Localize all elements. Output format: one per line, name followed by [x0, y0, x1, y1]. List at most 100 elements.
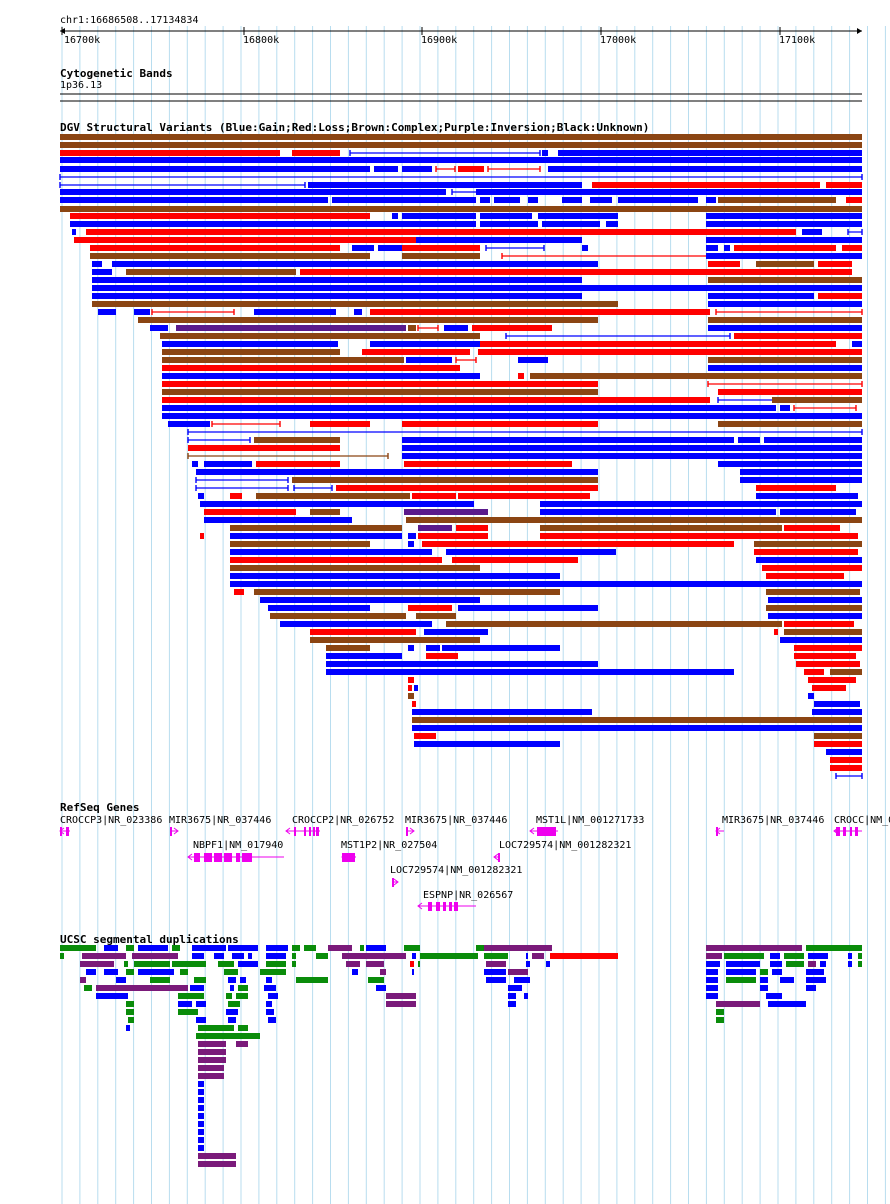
dgv-variant[interactable] — [830, 669, 862, 675]
dgv-variant[interactable] — [494, 197, 520, 203]
dgv-variant[interactable] — [90, 253, 370, 259]
segdup-feature[interactable] — [226, 1009, 238, 1015]
dgv-variant[interactable] — [354, 309, 362, 315]
dgv-variant[interactable] — [370, 309, 710, 315]
dgv-variant[interactable] — [402, 166, 432, 172]
dgv-variant[interactable] — [740, 469, 862, 475]
dgv-variant[interactable] — [162, 373, 480, 379]
segdup-feature[interactable] — [268, 1017, 276, 1023]
dgv-variant[interactable] — [480, 221, 538, 227]
dgv-variant[interactable] — [402, 437, 734, 443]
dgv-variant[interactable] — [804, 669, 824, 675]
dgv-variant[interactable] — [618, 197, 698, 203]
segdup-feature[interactable] — [706, 993, 718, 999]
dgv-variant[interactable] — [708, 365, 862, 371]
dgv-variant[interactable] — [754, 541, 862, 547]
segdup-feature[interactable] — [292, 961, 296, 967]
segdup-feature[interactable] — [716, 1001, 760, 1007]
dgv-variant[interactable] — [408, 645, 414, 651]
segdup-feature[interactable] — [96, 985, 188, 991]
dgv-variant[interactable] — [784, 525, 840, 531]
segdup-feature[interactable] — [376, 985, 386, 991]
segdup-feature[interactable] — [126, 969, 134, 975]
segdup-feature[interactable] — [248, 953, 252, 959]
dgv-variant[interactable] — [542, 221, 600, 227]
dgv-variant[interactable] — [310, 421, 370, 427]
dgv-variant[interactable] — [162, 397, 710, 403]
dgv-variant[interactable] — [414, 741, 560, 747]
segdup-feature[interactable] — [266, 1001, 272, 1007]
dgv-variant[interactable] — [548, 166, 862, 172]
dgv-variant[interactable] — [772, 397, 862, 403]
segdup-feature[interactable] — [60, 945, 96, 951]
dgv-variant[interactable] — [160, 333, 480, 339]
dgv-variant[interactable] — [426, 645, 440, 651]
segdup-feature[interactable] — [820, 961, 826, 967]
segdup-feature[interactable] — [768, 1001, 806, 1007]
segdup-feature[interactable] — [238, 1025, 248, 1031]
dgv-variant[interactable] — [230, 541, 370, 547]
dgv-variant[interactable] — [60, 166, 370, 172]
segdup-feature[interactable] — [268, 993, 278, 999]
dgv-variant[interactable] — [230, 525, 402, 531]
segdup-feature[interactable] — [848, 961, 852, 967]
segdup-feature[interactable] — [198, 1025, 234, 1031]
dgv-variant[interactable] — [326, 645, 370, 651]
dgv-variant[interactable] — [756, 485, 836, 491]
dgv-variant[interactable] — [230, 557, 442, 563]
dgv-variant[interactable] — [204, 517, 352, 523]
dgv-variant[interactable] — [332, 197, 476, 203]
dgv-variant[interactable] — [530, 373, 862, 379]
dgv-variant[interactable] — [60, 197, 328, 203]
dgv-variant[interactable] — [402, 445, 862, 451]
segdup-feature[interactable] — [546, 961, 550, 967]
dgv-variant[interactable] — [416, 237, 582, 243]
dgv-variant[interactable] — [842, 245, 862, 251]
segdup-feature[interactable] — [198, 1161, 236, 1167]
dgv-variant[interactable] — [458, 166, 484, 172]
segdup-feature[interactable] — [134, 961, 170, 967]
segdup-feature[interactable] — [770, 953, 780, 959]
dgv-variant[interactable] — [362, 349, 470, 355]
dgv-variant[interactable] — [558, 150, 862, 156]
dgv-variant[interactable] — [230, 533, 402, 539]
dgv-variant[interactable] — [754, 549, 858, 555]
segdup-feature[interactable] — [84, 985, 92, 991]
segdup-feature[interactable] — [124, 961, 128, 967]
segdup-feature[interactable] — [304, 945, 316, 951]
segdup-feature[interactable] — [486, 977, 506, 983]
dgv-variant[interactable] — [478, 349, 862, 355]
segdup-feature[interactable] — [328, 945, 352, 951]
dgv-variant[interactable] — [162, 357, 404, 363]
dgv-variant[interactable] — [200, 501, 474, 507]
segdup-feature[interactable] — [706, 953, 722, 959]
dgv-variant[interactable] — [138, 317, 598, 323]
dgv-variant[interactable] — [814, 733, 862, 739]
dgv-variant[interactable] — [374, 166, 398, 172]
dgv-variant[interactable] — [452, 557, 578, 563]
dgv-variant[interactable] — [392, 213, 398, 219]
dgv-variant[interactable] — [404, 509, 488, 515]
segdup-feature[interactable] — [198, 1105, 204, 1111]
segdup-feature[interactable] — [266, 953, 286, 959]
dgv-variant[interactable] — [768, 613, 862, 619]
segdup-feature[interactable] — [198, 1081, 204, 1087]
dgv-variant[interactable] — [480, 197, 490, 203]
segdup-feature[interactable] — [726, 961, 760, 967]
gene-label[interactable]: MIR3675|NR_037446 — [722, 815, 825, 826]
dgv-variant[interactable] — [308, 182, 582, 188]
segdup-feature[interactable] — [172, 945, 180, 951]
dgv-variant[interactable] — [794, 645, 862, 651]
segdup-feature[interactable] — [848, 953, 852, 959]
dgv-variant[interactable] — [852, 341, 862, 347]
dgv-variant[interactable] — [408, 605, 452, 611]
dgv-variant[interactable] — [768, 597, 862, 603]
dgv-variant[interactable] — [780, 509, 856, 515]
dgv-variant[interactable] — [60, 206, 862, 212]
gene-label[interactable]: MST1P2|NR_027504 — [341, 840, 438, 851]
segdup-feature[interactable] — [514, 977, 530, 983]
dgv-variant[interactable] — [230, 581, 862, 587]
segdup-feature[interactable] — [126, 1001, 134, 1007]
dgv-variant[interactable] — [412, 717, 862, 723]
dgv-variant[interactable] — [412, 493, 456, 499]
